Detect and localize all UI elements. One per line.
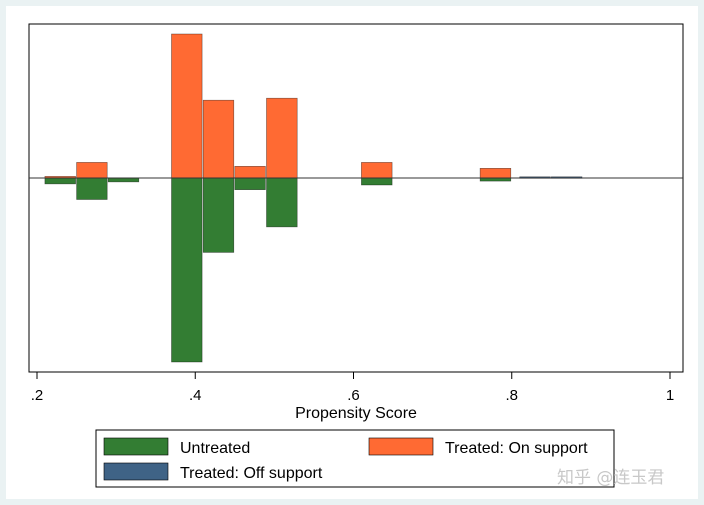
bar-untreated-0 <box>44 177 76 185</box>
bar-untreated-2 <box>107 177 140 183</box>
legend-swatch-treated-off-support <box>103 462 169 481</box>
bar-untreated-3 <box>171 177 203 363</box>
bars-group <box>44 33 583 363</box>
x-axis-ticks: .2 .4 .6 .8 1 <box>31 372 674 404</box>
x-tick-label-2: .6 <box>347 387 360 404</box>
legend-label-untreated: Untreated <box>180 440 250 457</box>
plot-region <box>28 23 684 373</box>
legend-box <box>95 429 615 488</box>
bar-untreated-6 <box>266 177 298 228</box>
bar-treated-on-support-7 <box>479 168 512 179</box>
bar-untreated-5 <box>234 177 266 190</box>
bar-untreated-4 <box>202 177 235 253</box>
x-axis-title: Propensity Score <box>295 405 417 422</box>
legend-swatch-treated-on-support <box>368 437 434 456</box>
legend: Untreated Treated: On support Treated: O… <box>95 429 615 488</box>
bar-treated-on-support-6 <box>361 162 393 179</box>
watermark-text: 知乎 @连玉君 <box>557 468 664 488</box>
x-tick-label-4: 1 <box>666 387 674 404</box>
legend-label-treated-on-support: Treated: On support <box>445 440 588 457</box>
bar-treated-on-support-3 <box>202 99 235 179</box>
x-tick-label-1: .4 <box>189 387 202 404</box>
bar-treated-on-support-1 <box>76 162 108 179</box>
x-tick-label-3: .8 <box>505 387 518 404</box>
bar-untreated-7 <box>361 177 393 186</box>
bar-treated-on-support-2 <box>171 33 203 179</box>
legend-label-treated-off-support: Treated: Off support <box>180 465 323 482</box>
legend-swatch-untreated <box>103 437 169 456</box>
bar-treated-on-support-5 <box>266 97 298 179</box>
bar-untreated-1 <box>76 177 108 200</box>
bar-treated-on-support-4 <box>234 166 266 179</box>
x-tick-label-0: .2 <box>31 387 44 404</box>
